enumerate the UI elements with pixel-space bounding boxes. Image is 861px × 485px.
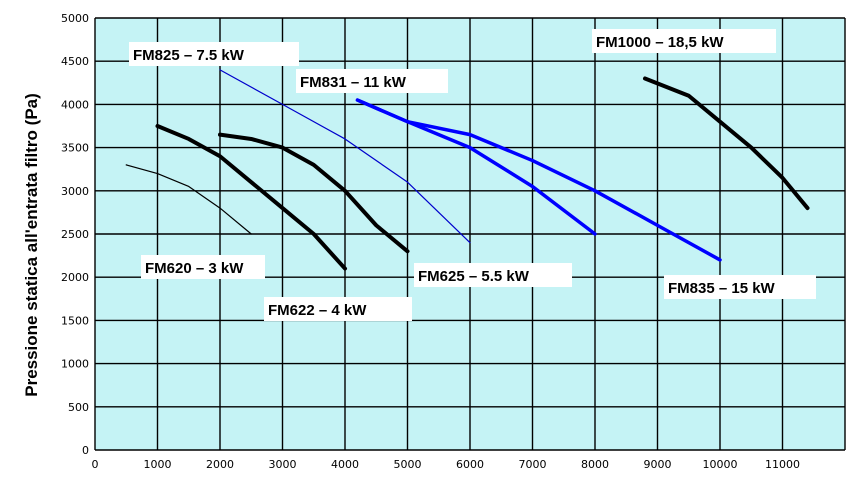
x-tick-label: 8000 (581, 458, 609, 471)
series-line-0 (125, 164, 252, 235)
curve-label: FM825 – 7.5 kW (133, 47, 245, 64)
curve-label-background (592, 29, 776, 53)
x-tick-label: 0 (92, 458, 99, 471)
y-tick-label: 3500 (61, 142, 89, 155)
y-tick-label: 2500 (61, 228, 89, 241)
x-tick-label: 5000 (394, 458, 422, 471)
series-line-6 (643, 76, 810, 211)
series-line-1 (155, 124, 347, 271)
x-tick-label: 2000 (206, 458, 234, 471)
y-tick-label: 5000 (61, 12, 89, 25)
curve-labels: FM620 – 3 kW FM622 – 4 kW FM625 – 5.5 kW FM… (129, 29, 816, 321)
y-tick-label: 4500 (61, 55, 89, 68)
curve-label-background (664, 275, 816, 299)
series-line-3 (219, 69, 471, 244)
y-tick-label: 1000 (61, 358, 89, 371)
x-tick-label: 1000 (144, 458, 172, 471)
x-tick-label: 9000 (644, 458, 672, 471)
curve-label-background (129, 42, 299, 66)
x-tick-label: 7000 (519, 458, 547, 471)
x-tick-label: 3000 (269, 458, 297, 471)
y-axis-label: Pressione statica all'entrata filtro (Pa… (22, 93, 41, 397)
y-tick-label: 1500 (61, 314, 89, 327)
series-line-5 (355, 98, 722, 262)
curve-label: FM1000 – 18,5 kW (596, 34, 724, 51)
series-lines (125, 69, 810, 271)
curve-label: FM835 – 15 kW (668, 280, 776, 297)
y-tick-label: 2000 (61, 271, 89, 284)
curve-label: FM622 – 4 kW (268, 302, 367, 319)
curve-label-background (264, 297, 412, 321)
y-tick-label: 4000 (61, 98, 89, 111)
x-tick-label: 6000 (456, 458, 484, 471)
y-tick-label: 3000 (61, 185, 89, 198)
curve-label-background (296, 69, 448, 93)
y-tick-label: 0 (82, 444, 89, 457)
curve-label-background (414, 263, 572, 287)
x-axis-ticks: 0 1000 2000 3000 4000 5000 6000 7000 8000 9000 100… (92, 458, 801, 471)
curve-label: FM831 – 11 kW (300, 74, 407, 91)
y-tick-label: 500 (68, 401, 89, 414)
grid (94, 17, 846, 451)
x-tick-label: 4000 (331, 458, 359, 471)
curve-label: FM625 – 5.5 kW (418, 268, 530, 285)
curve-label-background (141, 255, 265, 279)
y-axis-ticks: 0 500 1000 1500 2000 2500 3000 3500 4000 4500 5000 (61, 12, 89, 457)
x-tick-label: 11000 (765, 458, 800, 471)
x-tick-label: 10000 (703, 458, 738, 471)
series-line-2 (218, 132, 410, 254)
curve-label: FM620 – 3 kW (145, 260, 244, 277)
